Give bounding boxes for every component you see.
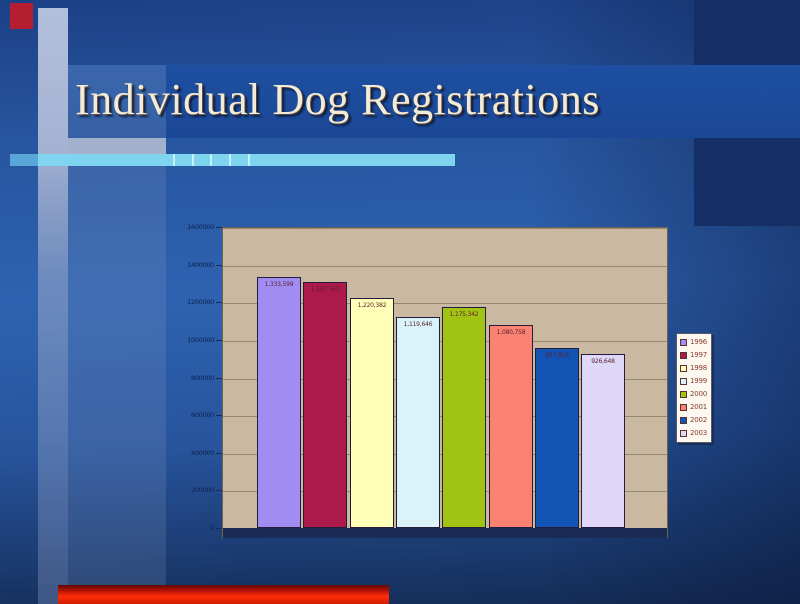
y-axis-tick-mark — [216, 227, 222, 228]
divider-left-cap — [10, 154, 38, 166]
gridline — [223, 303, 667, 304]
gridline — [223, 228, 667, 229]
bar-1997: 1,307,362 — [303, 282, 347, 528]
legend-item-2001: 2001 — [680, 401, 711, 414]
legend-item-2003: 2003 — [680, 427, 711, 440]
legend-marker — [680, 417, 687, 424]
left-column-tint — [38, 166, 166, 604]
divider-separator — [173, 154, 175, 166]
bar-value-label: 1,175,342 — [449, 311, 479, 318]
y-axis-tick-mark — [216, 302, 222, 303]
bar-2003: 926,648 — [581, 354, 625, 528]
bar-chart: 1600000 1400000 1200000 1000000 800000 600000… — [185, 223, 725, 538]
title-banner-corner-square — [68, 138, 166, 155]
slide-title: Individual Dog Registrations — [75, 75, 600, 124]
title-banner: Individual Dog Registrations — [68, 65, 800, 138]
legend-item-1999: 1999 — [680, 375, 711, 388]
y-axis-tick-mark — [216, 378, 222, 379]
y-axis-tick-label: 1200000 — [187, 298, 214, 306]
x-axis-strip — [223, 528, 667, 538]
y-axis-tick-label: 1400000 — [187, 261, 214, 269]
bar-value-label: 957,918 — [545, 352, 569, 359]
divider-separator — [192, 154, 194, 166]
bar-value-label: 1,220,382 — [357, 302, 387, 309]
bar-1998: 1,220,382 — [350, 298, 394, 528]
divider-bar — [10, 154, 455, 166]
legend-label: 2001 — [690, 403, 708, 411]
y-axis-tick-mark — [216, 490, 222, 491]
gridline — [223, 266, 667, 267]
legend-label: 1999 — [690, 377, 708, 385]
bar-2001: 1,080,758 — [489, 325, 533, 528]
legend-item-1998: 1998 — [680, 362, 711, 375]
divider-separator — [248, 154, 250, 166]
bar-value-label: 1,307,362 — [310, 286, 340, 293]
y-axis-tick-label: 800000 — [190, 374, 214, 382]
plot-area: 1,333,599 1,307,362 1,220,382 1,119,646 1,17… — [222, 227, 668, 538]
bar-value-label: 1,119,646 — [403, 321, 433, 328]
y-axis-tick-label: 400000 — [190, 449, 214, 457]
y-axis-tick-label: 1000000 — [187, 336, 214, 344]
bar-2000: 1,175,342 — [442, 307, 486, 528]
legend-marker — [680, 430, 687, 437]
legend-marker — [680, 404, 687, 411]
legend-item-2002: 2002 — [680, 414, 711, 427]
y-axis-tick-mark — [216, 265, 222, 266]
y-axis-tick-label: 200000 — [190, 486, 214, 494]
bottom-red-bar — [58, 585, 389, 604]
legend-item-1996: 1996 — [680, 336, 711, 349]
legend-label: 2002 — [690, 416, 708, 424]
red-accent-square — [10, 3, 33, 29]
y-axis-tick-mark — [216, 340, 222, 341]
legend-marker — [680, 352, 687, 359]
bar-value-label: 926,648 — [591, 358, 615, 365]
title-banner-left-tint — [68, 65, 166, 138]
legend-label: 1997 — [690, 351, 708, 359]
y-axis-gutter: 1600000 1400000 1200000 1000000 800000 600000… — [185, 223, 222, 538]
bar-1999: 1,119,646 — [396, 317, 440, 528]
y-axis-tick-label: 0 — [210, 524, 214, 532]
divider-separator — [210, 154, 212, 166]
legend-label: 1998 — [690, 364, 708, 372]
legend-item-2000: 2000 — [680, 388, 711, 401]
left-accent-band — [38, 8, 68, 604]
bar-2002: 957,918 — [535, 348, 579, 528]
legend-label: 1996 — [690, 338, 708, 346]
y-axis-tick-mark — [216, 415, 222, 416]
y-axis-tick-mark — [216, 453, 222, 454]
y-axis-tick-label: 1600000 — [187, 223, 214, 231]
y-axis-tick-label: 600000 — [190, 411, 214, 419]
legend-marker — [680, 391, 687, 398]
legend-marker — [680, 378, 687, 385]
chart-legend: 1996 1997 1998 1999 2000 2001 2002 2003 — [676, 333, 712, 443]
divider-separator — [229, 154, 231, 166]
bar-1996: 1,333,599 — [257, 277, 301, 528]
legend-marker — [680, 339, 687, 346]
y-axis-tick-mark — [216, 528, 222, 529]
bar-value-label: 1,080,758 — [496, 329, 526, 336]
legend-marker — [680, 365, 687, 372]
legend-label: 2000 — [690, 390, 708, 398]
legend-label: 2003 — [690, 429, 708, 437]
bar-value-label: 1,333,599 — [264, 281, 294, 288]
legend-item-1997: 1997 — [680, 349, 711, 362]
